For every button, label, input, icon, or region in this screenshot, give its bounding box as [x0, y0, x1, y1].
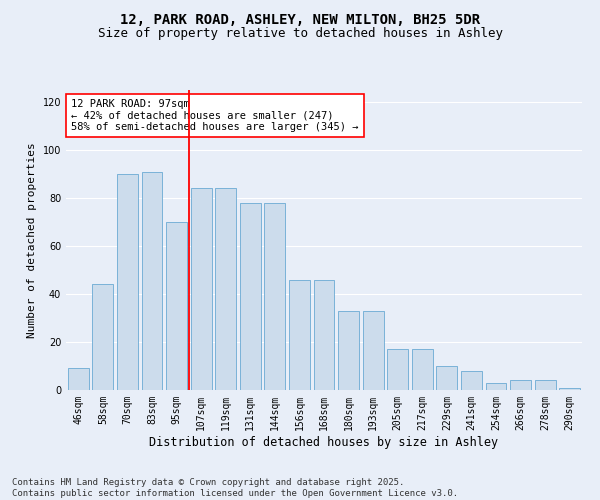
- Bar: [338, 311, 359, 390]
- Bar: [387, 349, 408, 390]
- Bar: [510, 380, 531, 390]
- Bar: [240, 203, 261, 390]
- Bar: [289, 280, 310, 390]
- Text: Contains HM Land Registry data © Crown copyright and database right 2025.
Contai: Contains HM Land Registry data © Crown c…: [12, 478, 458, 498]
- Bar: [68, 368, 89, 390]
- Y-axis label: Number of detached properties: Number of detached properties: [27, 142, 37, 338]
- X-axis label: Distribution of detached houses by size in Ashley: Distribution of detached houses by size …: [149, 436, 499, 448]
- Bar: [166, 222, 187, 390]
- Text: Size of property relative to detached houses in Ashley: Size of property relative to detached ho…: [97, 28, 503, 40]
- Bar: [191, 188, 212, 390]
- Bar: [412, 349, 433, 390]
- Bar: [535, 380, 556, 390]
- Bar: [362, 311, 383, 390]
- Bar: [314, 280, 334, 390]
- Bar: [92, 284, 113, 390]
- Bar: [559, 388, 580, 390]
- Bar: [117, 174, 138, 390]
- Bar: [142, 172, 163, 390]
- Text: 12 PARK ROAD: 97sqm
← 42% of detached houses are smaller (247)
58% of semi-detac: 12 PARK ROAD: 97sqm ← 42% of detached ho…: [71, 99, 359, 132]
- Bar: [436, 366, 457, 390]
- Bar: [265, 203, 286, 390]
- Bar: [485, 383, 506, 390]
- Bar: [461, 371, 482, 390]
- Bar: [215, 188, 236, 390]
- Text: 12, PARK ROAD, ASHLEY, NEW MILTON, BH25 5DR: 12, PARK ROAD, ASHLEY, NEW MILTON, BH25 …: [120, 12, 480, 26]
